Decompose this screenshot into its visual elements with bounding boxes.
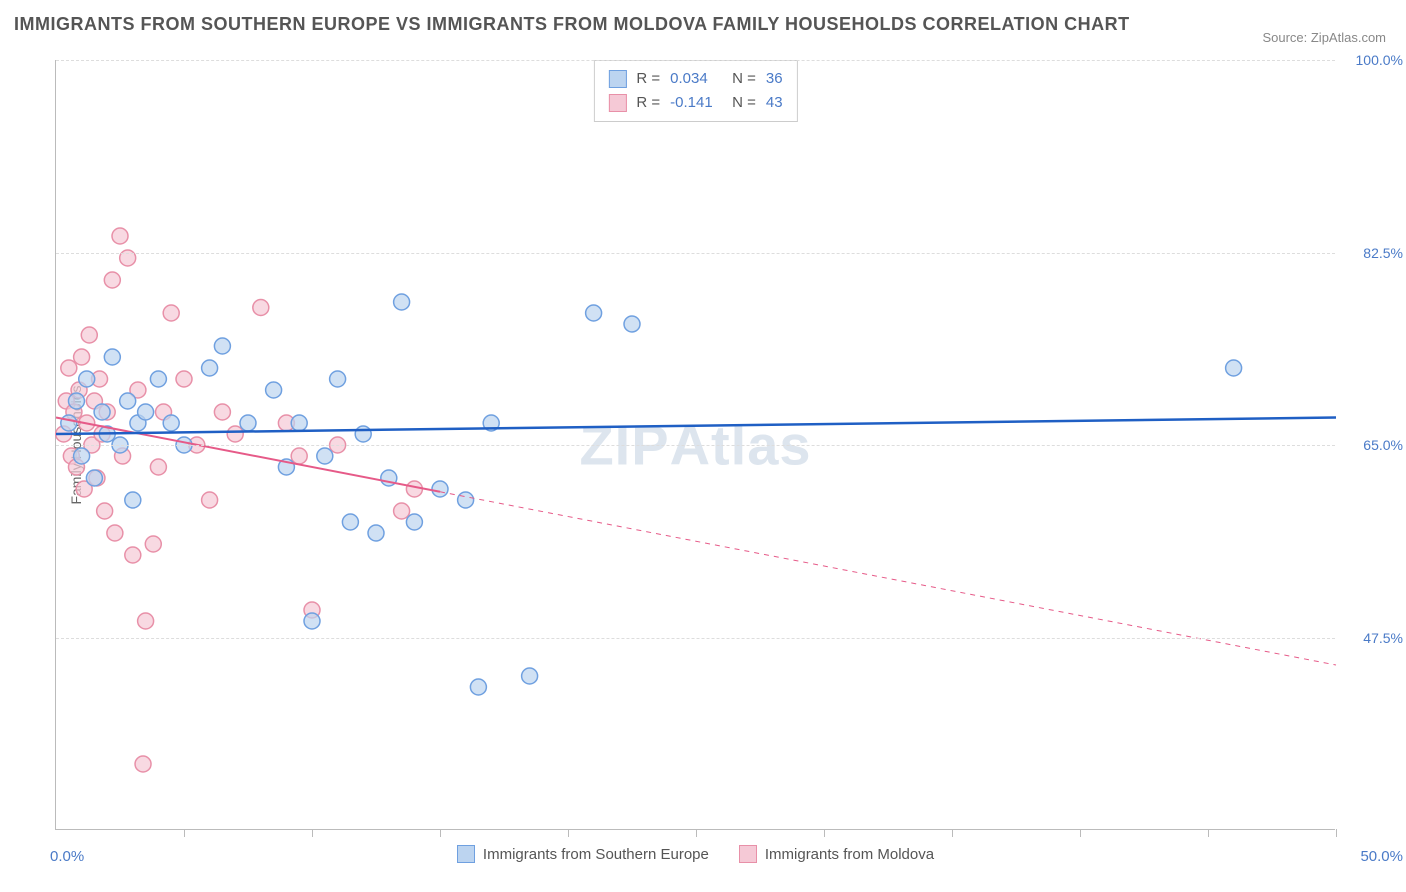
data-point xyxy=(406,514,422,530)
stats-row-pink: R = -0.141 N = 43 xyxy=(608,91,782,115)
data-point xyxy=(68,393,84,409)
data-point xyxy=(355,426,371,442)
data-point xyxy=(125,547,141,563)
data-point xyxy=(176,371,192,387)
data-point xyxy=(74,349,90,365)
x-tick xyxy=(1208,829,1209,837)
data-point xyxy=(94,404,110,420)
data-point xyxy=(104,349,120,365)
bottom-legend: Immigrants from Southern Europe Immigran… xyxy=(56,845,1335,863)
data-point xyxy=(458,492,474,508)
x-tick xyxy=(824,829,825,837)
data-point xyxy=(240,415,256,431)
data-point xyxy=(163,415,179,431)
x-axis-max-label: 50.0% xyxy=(1360,848,1403,865)
data-point xyxy=(394,503,410,519)
n-value-pink: 43 xyxy=(766,91,783,115)
y-tick-label: 65.0% xyxy=(1363,437,1403,453)
r-label: R = xyxy=(636,67,660,91)
x-tick xyxy=(440,829,441,837)
data-point xyxy=(125,492,141,508)
data-point xyxy=(74,448,90,464)
data-point xyxy=(214,338,230,354)
data-point xyxy=(253,300,269,316)
legend-label-pink: Immigrants from Moldova xyxy=(765,846,934,863)
gridline xyxy=(56,445,1335,446)
data-point xyxy=(112,228,128,244)
data-point xyxy=(107,525,123,541)
data-point xyxy=(291,415,307,431)
gridline xyxy=(56,253,1335,254)
data-point xyxy=(138,404,154,420)
data-point xyxy=(586,305,602,321)
legend-item-blue: Immigrants from Southern Europe xyxy=(457,845,709,863)
data-point xyxy=(145,536,161,552)
swatch-pink xyxy=(739,845,757,863)
r-value-pink: -0.141 xyxy=(670,91,722,115)
plot-area: Family Households ZIPAtlas R = 0.034 N =… xyxy=(55,60,1335,830)
trend-line-extrapolated xyxy=(440,492,1336,665)
y-tick-label: 100.0% xyxy=(1356,52,1403,68)
data-point xyxy=(202,492,218,508)
y-tick-label: 82.5% xyxy=(1363,245,1403,261)
x-tick xyxy=(696,829,697,837)
data-point xyxy=(406,481,422,497)
data-point xyxy=(368,525,384,541)
swatch-pink xyxy=(608,94,626,112)
data-point xyxy=(138,613,154,629)
data-point xyxy=(330,371,346,387)
data-point xyxy=(120,393,136,409)
data-point xyxy=(150,459,166,475)
legend-item-pink: Immigrants from Moldova xyxy=(739,845,934,863)
data-point xyxy=(214,404,230,420)
x-tick xyxy=(568,829,569,837)
chart-title: IMMIGRANTS FROM SOUTHERN EUROPE VS IMMIG… xyxy=(14,14,1130,35)
data-point xyxy=(317,448,333,464)
swatch-blue xyxy=(608,70,626,88)
stats-legend-box: R = 0.034 N = 36 R = -0.141 N = 43 xyxy=(593,60,797,122)
data-point xyxy=(266,382,282,398)
swatch-blue xyxy=(457,845,475,863)
data-point xyxy=(61,360,77,376)
y-tick-label: 47.5% xyxy=(1363,630,1403,646)
data-point xyxy=(1226,360,1242,376)
data-point xyxy=(150,371,166,387)
data-point xyxy=(104,272,120,288)
data-point xyxy=(394,294,410,310)
r-label: R = xyxy=(636,91,660,115)
gridline xyxy=(56,638,1335,639)
data-point xyxy=(291,448,307,464)
data-point xyxy=(342,514,358,530)
source-attribution: Source: ZipAtlas.com xyxy=(1262,30,1386,45)
x-axis-min-label: 0.0% xyxy=(50,848,84,865)
n-label: N = xyxy=(732,67,756,91)
data-point xyxy=(135,756,151,772)
x-tick xyxy=(1336,829,1337,837)
x-tick xyxy=(312,829,313,837)
data-point xyxy=(227,426,243,442)
n-label: N = xyxy=(732,91,756,115)
data-point xyxy=(624,316,640,332)
data-point xyxy=(202,360,218,376)
data-point xyxy=(470,679,486,695)
data-point xyxy=(432,481,448,497)
x-tick xyxy=(952,829,953,837)
r-value-blue: 0.034 xyxy=(670,67,722,91)
data-point xyxy=(97,503,113,519)
legend-label-blue: Immigrants from Southern Europe xyxy=(483,846,709,863)
data-point xyxy=(304,613,320,629)
gridline xyxy=(56,60,1335,61)
x-tick xyxy=(1080,829,1081,837)
data-point xyxy=(86,470,102,486)
stats-row-blue: R = 0.034 N = 36 xyxy=(608,67,782,91)
data-point xyxy=(163,305,179,321)
n-value-blue: 36 xyxy=(766,67,783,91)
data-point xyxy=(81,327,97,343)
x-tick xyxy=(184,829,185,837)
data-point xyxy=(61,415,77,431)
data-point xyxy=(79,371,95,387)
data-point xyxy=(522,668,538,684)
